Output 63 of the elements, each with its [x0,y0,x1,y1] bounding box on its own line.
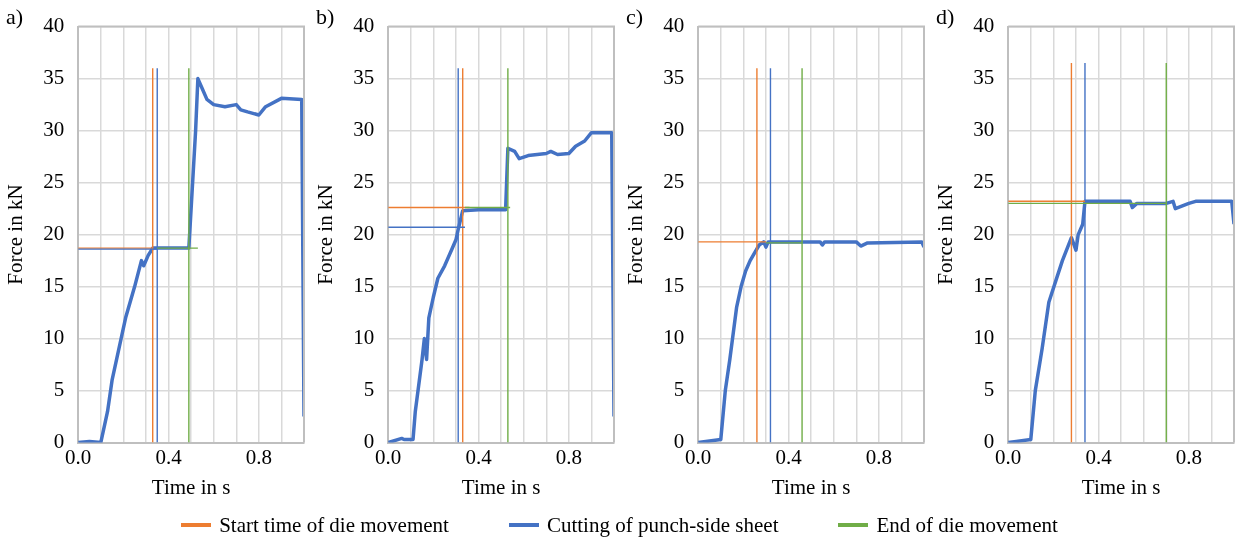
chart-title: b) [316,4,335,30]
chart-title: c) [626,4,644,30]
y-tick-label: 20 [353,221,375,246]
y-tick-label: 40 [663,13,685,38]
x-tick-label: 0.8 [865,444,892,469]
legend-label: Cutting of punch-side sheet [546,512,779,538]
x-axis-title: Time in s [1081,474,1161,499]
y-axis-title: Force in kN [933,184,958,285]
x-tick-label: 0.0 [685,444,712,469]
y-tick-label: 15 [973,273,995,298]
y-tick-label: 30 [973,117,995,142]
y-tick-label: 20 [43,221,65,246]
y-tick-label: 35 [43,65,65,90]
x-tick-label: 0.8 [245,444,272,469]
y-tick-label: 25 [353,169,375,194]
y-tick-label: 30 [663,117,685,142]
y-tick-label: 0 [673,429,685,454]
y-tick-label: 5 [983,377,995,402]
chart-title: d) [936,4,955,30]
chart-title: a) [6,4,24,30]
y-tick-label: 10 [973,325,995,350]
y-tick-label: 30 [43,117,65,142]
x-tick-label: 0.0 [65,444,92,469]
y-axis-title: Force in kN [313,184,338,285]
y-tick-label: 0 [983,429,995,454]
x-tick-label: 0.0 [995,444,1022,469]
y-tick-label: 20 [973,221,995,246]
y-tick-label: 5 [363,377,375,402]
y-tick-label: 15 [43,273,65,298]
y-tick-label: 10 [43,325,65,350]
y-tick-label: 15 [663,273,685,298]
x-axis-title: Time in s [771,474,851,499]
x-tick-label: 0.4 [465,444,493,469]
y-tick-label: 25 [43,169,65,194]
y-axis-title: Force in kN [3,184,28,285]
y-tick-label: 30 [353,117,375,142]
y-tick-label: 5 [673,377,685,402]
x-tick-label: 0.4 [155,444,183,469]
y-tick-label: 40 [973,13,995,38]
y-tick-label: 40 [353,13,375,38]
x-axis-title: Time in s [151,474,231,499]
x-tick-label: 0.4 [775,444,803,469]
y-tick-label: 35 [353,65,375,90]
y-tick-label: 35 [663,65,685,90]
legend-label: Start time of die movement [219,512,449,538]
y-tick-label: 25 [973,169,995,194]
y-tick-label: 15 [353,273,375,298]
y-axis-title: Force in kN [623,184,648,285]
y-tick-label: 0 [363,429,375,454]
x-axis-title: Time in s [461,474,541,499]
y-tick-label: 25 [663,169,685,194]
x-tick-label: 0.8 [555,444,582,469]
y-tick-label: 20 [663,221,685,246]
y-tick-label: 10 [663,325,685,350]
x-tick-label: 0.4 [1085,444,1113,469]
x-tick-label: 0.0 [375,444,402,469]
x-tick-label: 0.8 [1175,444,1202,469]
y-tick-label: 35 [973,65,995,90]
y-tick-label: 10 [353,325,375,350]
y-tick-label: 40 [43,13,65,38]
y-tick-label: 5 [53,377,65,402]
legend-label: End of die movement [876,512,1058,538]
y-tick-label: 0 [53,429,65,454]
